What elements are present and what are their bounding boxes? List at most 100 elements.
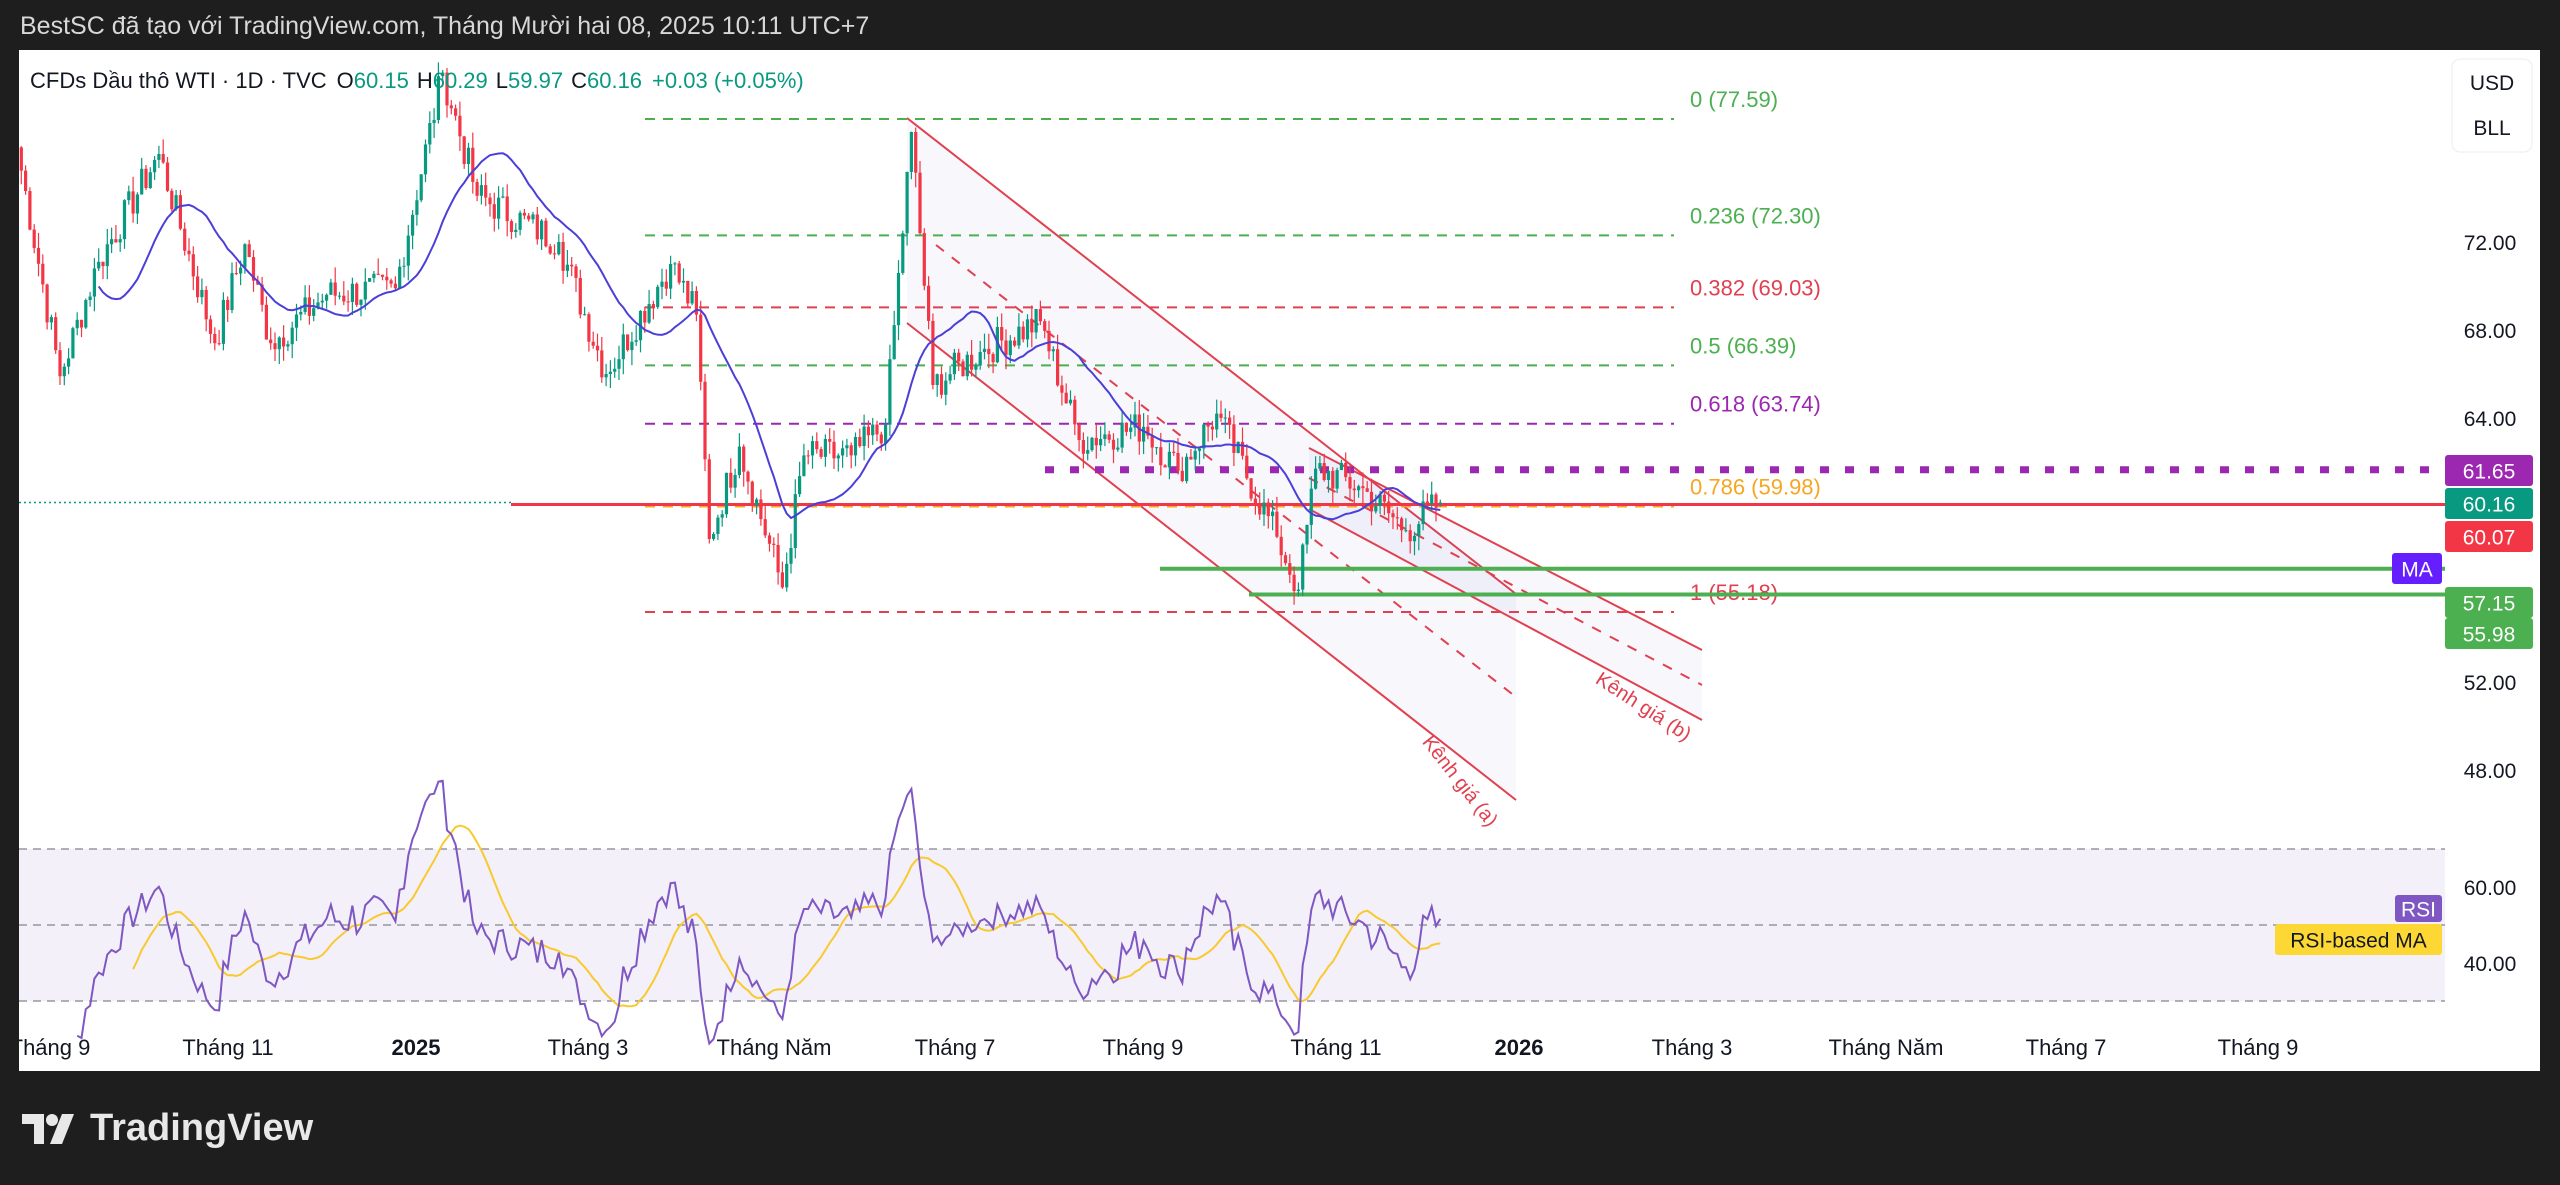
candle [1120,411,1124,453]
candle [92,258,96,312]
candle-body [234,273,238,275]
candle-body [1262,502,1266,515]
candle-body [157,154,161,160]
candle-body [595,345,600,351]
candle [509,219,514,240]
candle [1344,452,1348,482]
candle [1206,421,1210,442]
candle [221,292,225,351]
price-label-resistance: 61.65 [2445,455,2533,486]
tradingview-logo[interactable]: TradingView [22,1107,313,1150]
price-label-support-1-text: 57.15 [2463,593,2516,616]
candle [342,281,346,306]
candle [617,345,621,380]
price-axis[interactable]: 72.00 68.00 64.00 52.00 48.00 60.00 40.00 61.65… [2275,232,2533,976]
candle [1357,484,1361,498]
candle [1352,479,1356,506]
candle-body [1172,451,1176,453]
candle [884,418,888,451]
candle [230,262,234,314]
candle-body [1275,511,1279,537]
candle-body [1004,340,1008,356]
candle-body [333,282,337,296]
candle-body [346,301,350,303]
candle [380,274,385,281]
candle [574,264,578,292]
candle-body [712,533,716,539]
candle-body [165,162,170,191]
candle [251,250,256,292]
candle-body [720,514,724,518]
candle-body [466,147,471,165]
candle-body [1056,349,1060,386]
candle [660,268,664,300]
candle-body [294,314,299,328]
ma-label-bg [2392,553,2442,584]
candle [970,339,974,377]
candle [866,420,870,448]
candle-body [1240,441,1245,456]
candle [1400,516,1404,543]
price-label-last-bg [2445,488,2533,519]
candle [213,327,217,351]
candle [1197,448,1202,465]
candle-body [350,283,354,303]
candle-body [583,314,587,316]
candle-body [548,246,552,254]
candle [918,161,922,235]
candle [114,225,118,243]
price-axis-label: 64.00 [2464,408,2517,431]
candle [54,312,58,354]
candle-body [1150,435,1154,448]
candle [699,300,703,391]
candle-body [733,474,737,488]
candle-body [454,108,458,116]
candle-body [24,170,28,192]
candle [1086,436,1090,461]
candle-body [514,229,518,232]
price-label-support-2: 55.98 [2445,618,2533,649]
candle [1232,415,1236,467]
candle [1163,464,1167,468]
candle-body [41,263,45,285]
candle-body [58,350,62,377]
candle-body [643,310,647,323]
candle [178,190,182,231]
candle-body [54,317,58,351]
candle-body [982,348,987,352]
candle-body [200,289,204,298]
plot-area[interactable]: Kênh giá (a)Kênh giá (b)0 (77.59)0.236 (… [10,62,2445,1060]
candle [1189,448,1193,460]
candle-body [1081,440,1085,454]
candle-body [286,344,290,347]
candle [733,468,737,498]
candle [759,489,763,526]
candle [1365,481,1369,493]
candle-body [578,277,582,315]
candle-body [368,278,372,282]
currency-label: USD [2470,72,2514,95]
candle-body [604,374,608,378]
candle-body [810,441,815,456]
candle [1301,543,1305,597]
candle [686,280,690,307]
candle-body [484,185,488,198]
candle [329,278,333,295]
price-label-last-text: 60.16 [2463,494,2516,517]
candle-body [71,328,75,359]
candle [110,227,114,254]
candle-body [527,215,531,220]
candle-body [415,200,419,215]
candle [1434,492,1438,522]
candle [277,336,281,365]
candle-body [1249,478,1253,499]
candle [1387,490,1391,523]
candle [1421,489,1425,531]
candle-body [957,352,961,362]
candle [789,533,793,574]
currency-selector[interactable]: USD BLL [2451,58,2533,153]
candle-body [707,459,711,539]
candle-body [1025,319,1030,340]
candle [131,176,135,223]
